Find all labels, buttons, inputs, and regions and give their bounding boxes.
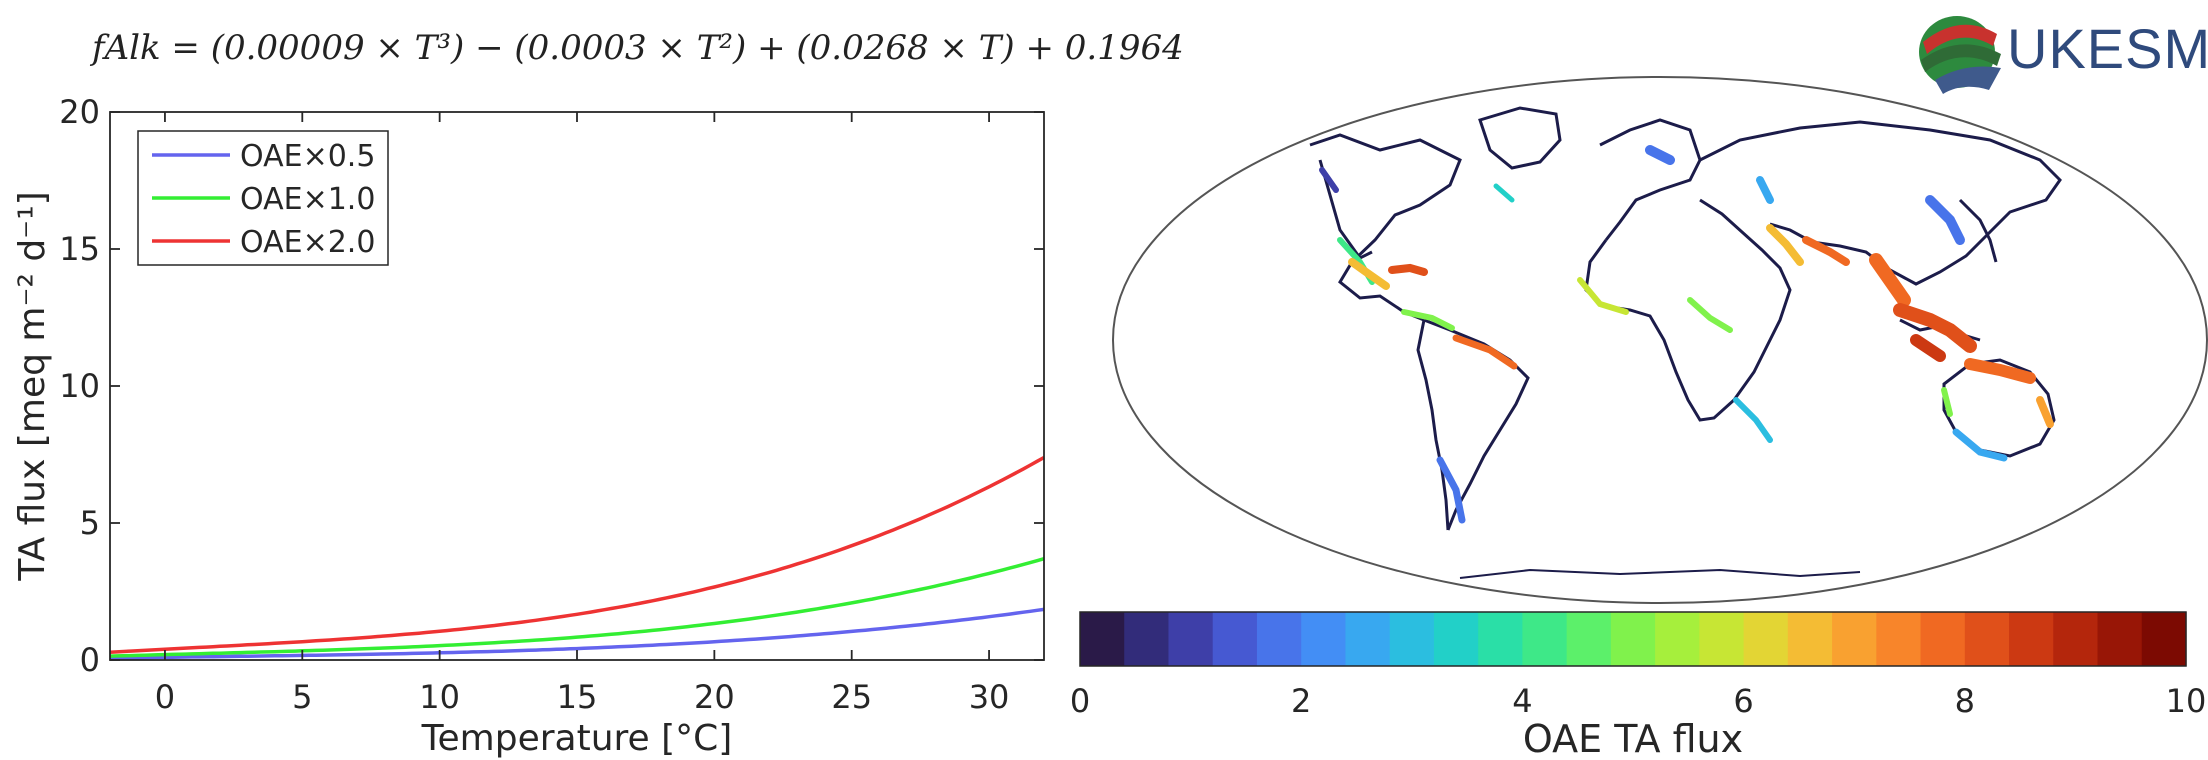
colorbar-tick-label: 6 bbox=[1733, 682, 1753, 720]
legend: OAE×0.5 OAE×1.0 OAE×2.0 bbox=[137, 130, 389, 266]
world-map bbox=[1112, 76, 2208, 604]
colorbar-cell bbox=[1301, 612, 1347, 666]
logo-text: UKESM bbox=[2007, 17, 2208, 80]
colorbar-cell bbox=[1876, 612, 1922, 666]
colorbar-cells bbox=[1080, 612, 2187, 666]
series-line-2 bbox=[109, 455, 1045, 655]
x-tick-label: 25 bbox=[831, 678, 872, 716]
x-tick-label: 5 bbox=[292, 678, 312, 716]
y-tick-label: 20 bbox=[59, 93, 100, 131]
colorbar-cell bbox=[1964, 612, 2010, 666]
colorbar-cell bbox=[1655, 612, 1700, 666]
colorbar-cell bbox=[1168, 612, 1214, 666]
coastal-flux-highlights bbox=[1319, 145, 2054, 524]
colorbar-tick-label: 8 bbox=[1955, 682, 1975, 720]
colorbar-tick-label: 2 bbox=[1291, 682, 1311, 720]
line-chart: 0 5 10 15 20 25 30 0 5 10 15 20 Temperature [°C] T… bbox=[12, 93, 1045, 759]
formula-text: fAlk = (0.00009 × T³) − (0.0003 × T²) + … bbox=[92, 28, 1184, 68]
colorbar-cell bbox=[1699, 612, 1745, 666]
legend-label: OAE×1.0 bbox=[240, 182, 375, 217]
colorbar-cell bbox=[1522, 612, 1568, 666]
x-tick-label: 0 bbox=[155, 678, 175, 716]
y-tick-label: 10 bbox=[59, 367, 100, 405]
colorbar-cell bbox=[2141, 612, 2187, 666]
colorbar-cell bbox=[1478, 612, 1523, 666]
colorbar-cell bbox=[1433, 612, 1479, 666]
colorbar-cell bbox=[1610, 612, 1656, 666]
colorbar-tick-label: 4 bbox=[1512, 682, 1532, 720]
colorbar-frame bbox=[1079, 611, 2187, 667]
colorbar-label: OAE TA flux bbox=[1523, 717, 1743, 760]
colorbar-cell bbox=[1832, 612, 1877, 666]
y-tick-label: 5 bbox=[80, 504, 100, 542]
x-tick-label: 15 bbox=[557, 678, 598, 716]
y-axis: 0 5 10 15 20 bbox=[59, 93, 1044, 679]
y-axis-label: TA flux [meq m⁻² d⁻¹] bbox=[12, 191, 53, 581]
series-line-1 bbox=[109, 557, 1045, 658]
colorbar-cell bbox=[1743, 612, 1789, 666]
colorbar-tick-label: 0 bbox=[1070, 682, 1090, 720]
colorbar-cell bbox=[2009, 612, 2054, 666]
colorbar-cell bbox=[2097, 612, 2143, 666]
colorbar-cell bbox=[1256, 612, 1302, 666]
globe-icon bbox=[1919, 16, 2001, 94]
ukesm-logo: UKESM bbox=[1905, 2, 2208, 98]
colorbar-cell bbox=[1345, 612, 1391, 666]
x-axis: 0 5 10 15 20 25 30 bbox=[155, 112, 1010, 716]
y-tick-label: 0 bbox=[80, 641, 100, 679]
y-tick-label: 15 bbox=[59, 230, 100, 268]
series-layer bbox=[109, 455, 1045, 660]
colorbar-tick-label: 10 bbox=[2166, 682, 2207, 720]
x-tick-label: 30 bbox=[969, 678, 1010, 716]
series-line-0 bbox=[109, 607, 1045, 660]
colorbar-ticks: 0 2 4 6 8 10 bbox=[1070, 682, 2207, 720]
x-tick-label: 20 bbox=[694, 678, 735, 716]
colorbar: 0 2 4 6 8 10 OAE TA flux bbox=[1070, 611, 2207, 760]
colorbar-cell bbox=[1212, 612, 1258, 666]
legend-label: OAE×0.5 bbox=[240, 139, 375, 174]
colorbar-cell bbox=[1124, 612, 1170, 666]
colorbar-cell bbox=[1389, 612, 1435, 666]
x-tick-label: 10 bbox=[419, 678, 460, 716]
colorbar-cell bbox=[1566, 612, 1612, 666]
colorbar-cell bbox=[1787, 612, 1833, 666]
colorbar-cell bbox=[2053, 612, 2099, 666]
legend-label: OAE×2.0 bbox=[240, 225, 375, 260]
colorbar-cell bbox=[1080, 612, 1125, 666]
colorbar-cell bbox=[1920, 612, 1966, 666]
x-axis-label: Temperature [°C] bbox=[421, 718, 733, 759]
